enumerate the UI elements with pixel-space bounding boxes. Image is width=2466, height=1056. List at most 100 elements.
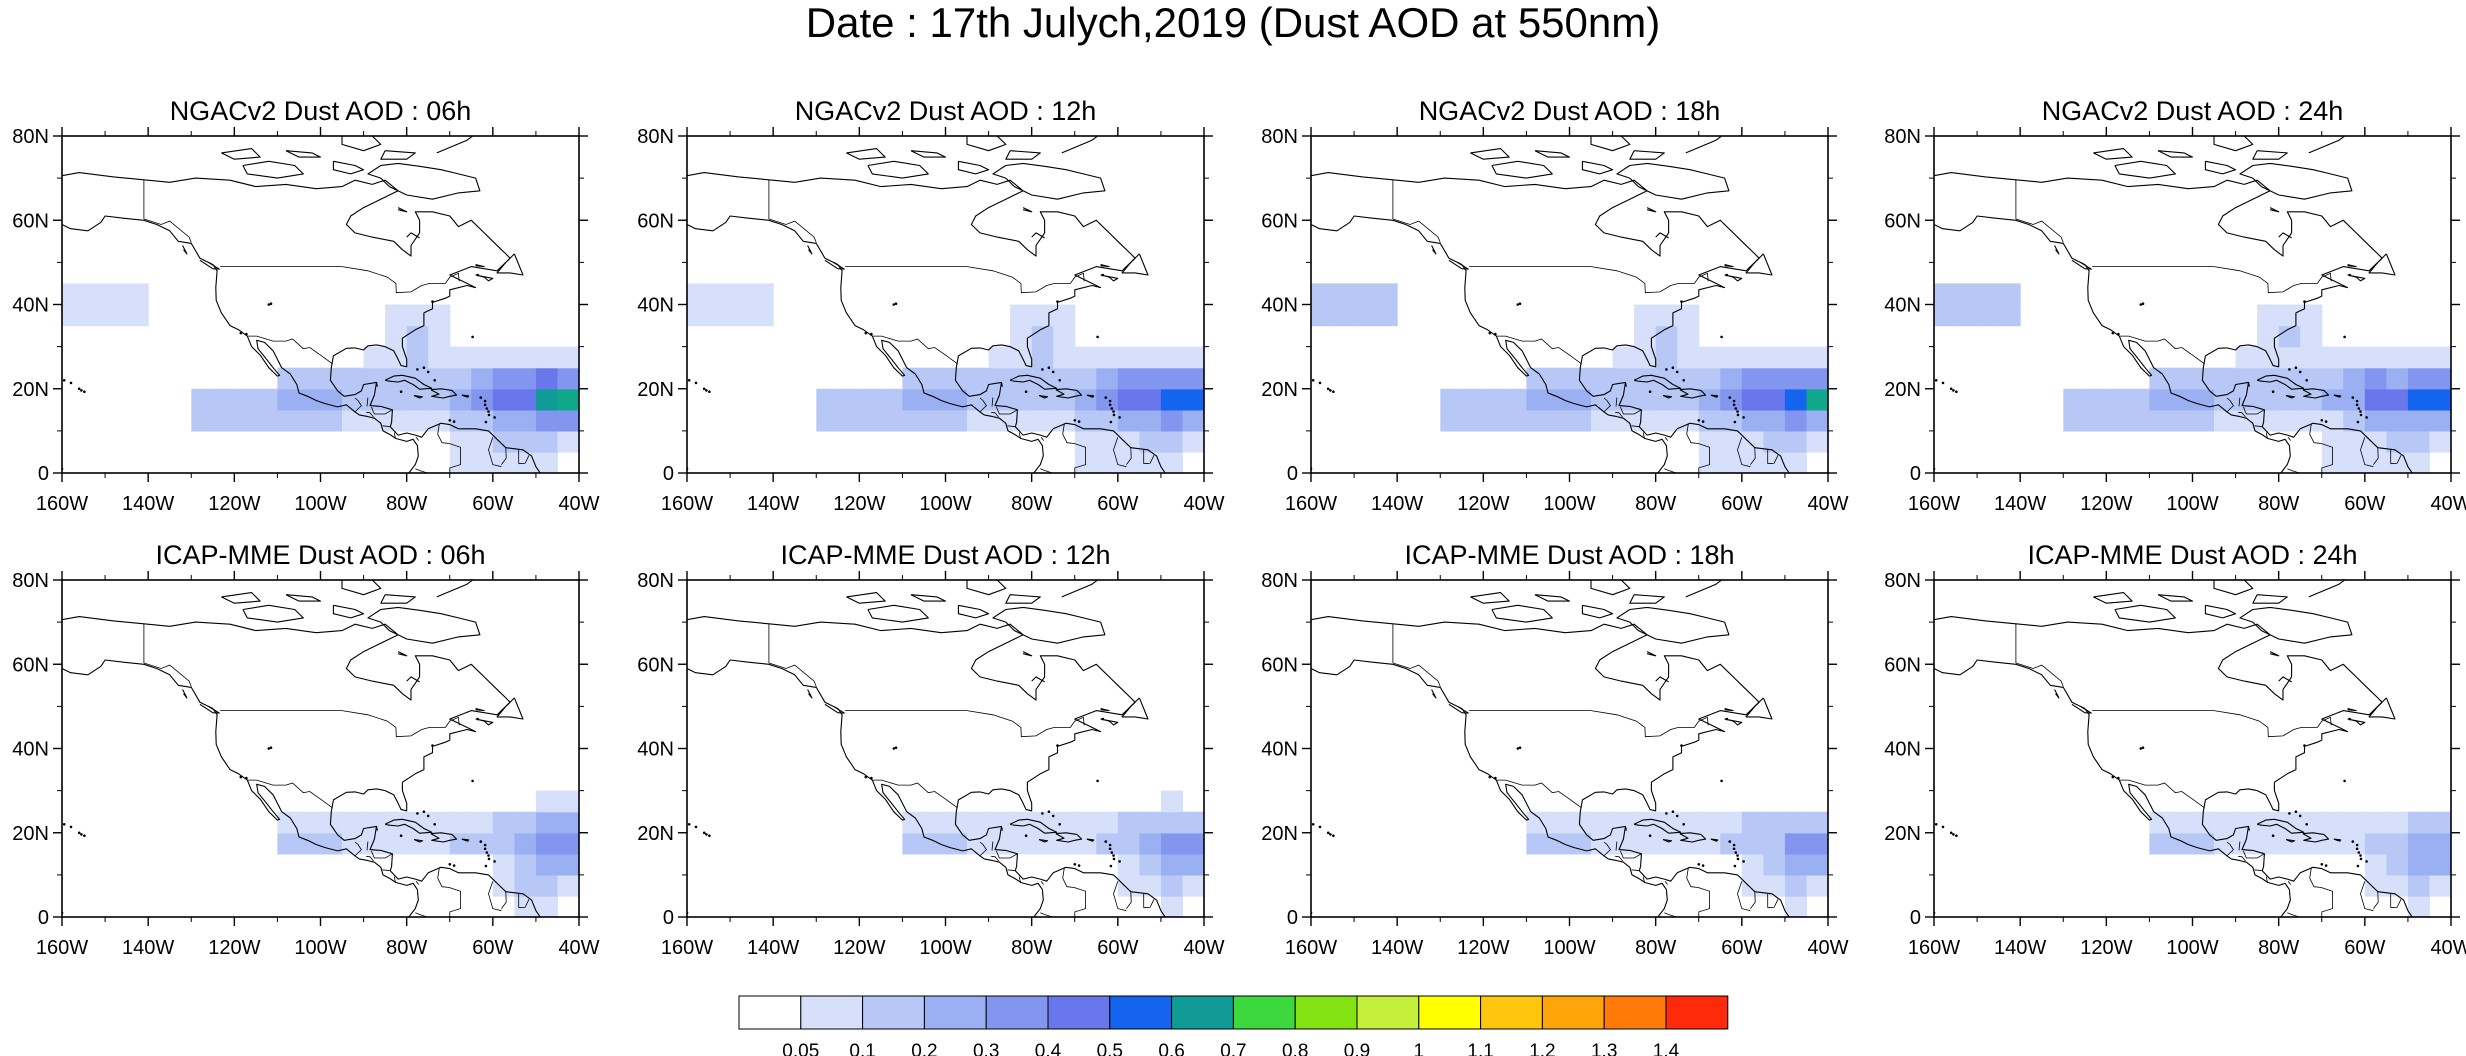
y-tick-label: 80N <box>1261 126 1298 148</box>
aod-cell <box>1784 409 1807 432</box>
x-tick-label: 120W <box>833 493 885 515</box>
country-border <box>247 335 333 365</box>
country-border <box>2242 406 2265 415</box>
coastline <box>1685 580 1723 598</box>
aod-cell <box>1741 346 1764 369</box>
colorbar-label: 1.2 <box>1529 1041 1555 1056</box>
country-border <box>1664 468 1677 473</box>
coastline <box>461 838 470 842</box>
island-dot <box>1725 273 1729 277</box>
aod-cell <box>2300 811 2323 834</box>
coastline <box>1934 215 2291 473</box>
aod-cell <box>363 832 386 855</box>
island-dot <box>1675 370 1679 374</box>
aod-cell <box>945 409 968 432</box>
aod-cell <box>299 367 322 390</box>
island-dot <box>1931 914 1934 917</box>
aod-cell <box>1763 367 1786 390</box>
y-tick-label: 80N <box>637 570 674 592</box>
coastline <box>1534 594 1571 602</box>
coastline <box>475 274 494 282</box>
country-border <box>366 855 374 862</box>
colorbar-box <box>1109 995 1173 1030</box>
map-content <box>687 580 1204 917</box>
map-content <box>62 580 579 917</box>
aod-cell <box>2106 409 2129 432</box>
island-dot <box>62 379 66 382</box>
country-border <box>2119 779 2205 809</box>
island-dot <box>1648 390 1652 393</box>
x-tick-label: 140W <box>747 493 799 515</box>
aod-cell <box>2084 409 2107 432</box>
island-dot <box>1682 823 1685 826</box>
map-panel: ICAP-MME Dust AOD : 06h 80N 60N 40N 20N 0 160W… <box>12 540 599 959</box>
island-dot <box>864 331 868 335</box>
aod-cell <box>924 832 947 855</box>
country-border <box>2238 397 2241 407</box>
aod-cell <box>2192 811 2215 834</box>
coastline <box>1646 207 1657 213</box>
aod-cell <box>492 853 515 876</box>
x-tick-label: 60W <box>1721 493 1762 515</box>
aod-cell <box>2364 346 2387 369</box>
island-dot <box>1108 843 1112 847</box>
coastline <box>2368 697 2396 720</box>
x-tick-label: 120W <box>208 937 260 959</box>
aod-cell <box>1139 388 1162 411</box>
aod-cell <box>1806 874 1828 897</box>
coastline <box>1005 594 1041 604</box>
map-content <box>687 136 1204 473</box>
country-border <box>991 841 994 851</box>
island-dot <box>1682 379 1685 382</box>
country-border <box>2309 423 2333 473</box>
coastline <box>285 150 322 158</box>
island-dot <box>1108 847 1112 851</box>
island-dot <box>59 470 62 473</box>
aod-cell <box>967 367 990 390</box>
coastline <box>2252 594 2288 604</box>
x-tick-label: 80W <box>2258 493 2299 515</box>
coastline <box>1724 718 1743 726</box>
aod-cell <box>967 832 990 855</box>
x-tick-label: 120W <box>2080 937 2132 959</box>
country-border <box>1113 437 1127 468</box>
colorbar-box <box>1665 995 1729 1030</box>
country-border <box>1664 880 1669 885</box>
x-tick-label: 120W <box>1457 937 1509 959</box>
island-dot <box>2271 834 2275 837</box>
aod-cell <box>1160 895 1183 917</box>
aod-cell <box>837 409 860 432</box>
island-dot <box>426 814 430 818</box>
aod-cell <box>2386 367 2409 390</box>
x-tick-label: 140W <box>1371 493 1423 515</box>
coastline <box>1022 207 1033 213</box>
aod-cell <box>1784 367 1807 390</box>
island-dot <box>1728 396 1732 399</box>
aod-cell <box>1053 325 1076 348</box>
aod-cell <box>1784 430 1807 453</box>
aod-cell <box>988 409 1011 432</box>
x-tick-label: 100W <box>919 937 971 959</box>
island-dot <box>1697 419 1701 422</box>
coastline <box>2256 818 2305 834</box>
aod-cell <box>837 388 860 411</box>
aod-cell <box>2192 388 2215 411</box>
island-dot <box>476 273 480 277</box>
aod-cell <box>2386 811 2409 834</box>
coastline <box>62 616 541 917</box>
island-dot <box>2356 864 2360 868</box>
island-dot <box>1955 834 1958 837</box>
panel-title: ICAP-MME Dust AOD : 18h <box>1404 540 1734 570</box>
coastline <box>992 162 1106 200</box>
aod-cell <box>1677 346 1700 369</box>
coastline <box>1448 259 1469 270</box>
aod-cell <box>1139 430 1162 453</box>
map-panel: ICAP-MME Dust AOD : 12h 80N 60N 40N 20N 0 160W… <box>637 540 1224 959</box>
aod-cell <box>1784 346 1807 369</box>
island-dot <box>487 857 491 861</box>
aod-cell <box>2343 451 2366 473</box>
aod-cell <box>967 388 990 411</box>
aod-cell <box>406 346 429 369</box>
country-border <box>366 397 369 407</box>
y-tick-label: 80N <box>1261 570 1298 592</box>
